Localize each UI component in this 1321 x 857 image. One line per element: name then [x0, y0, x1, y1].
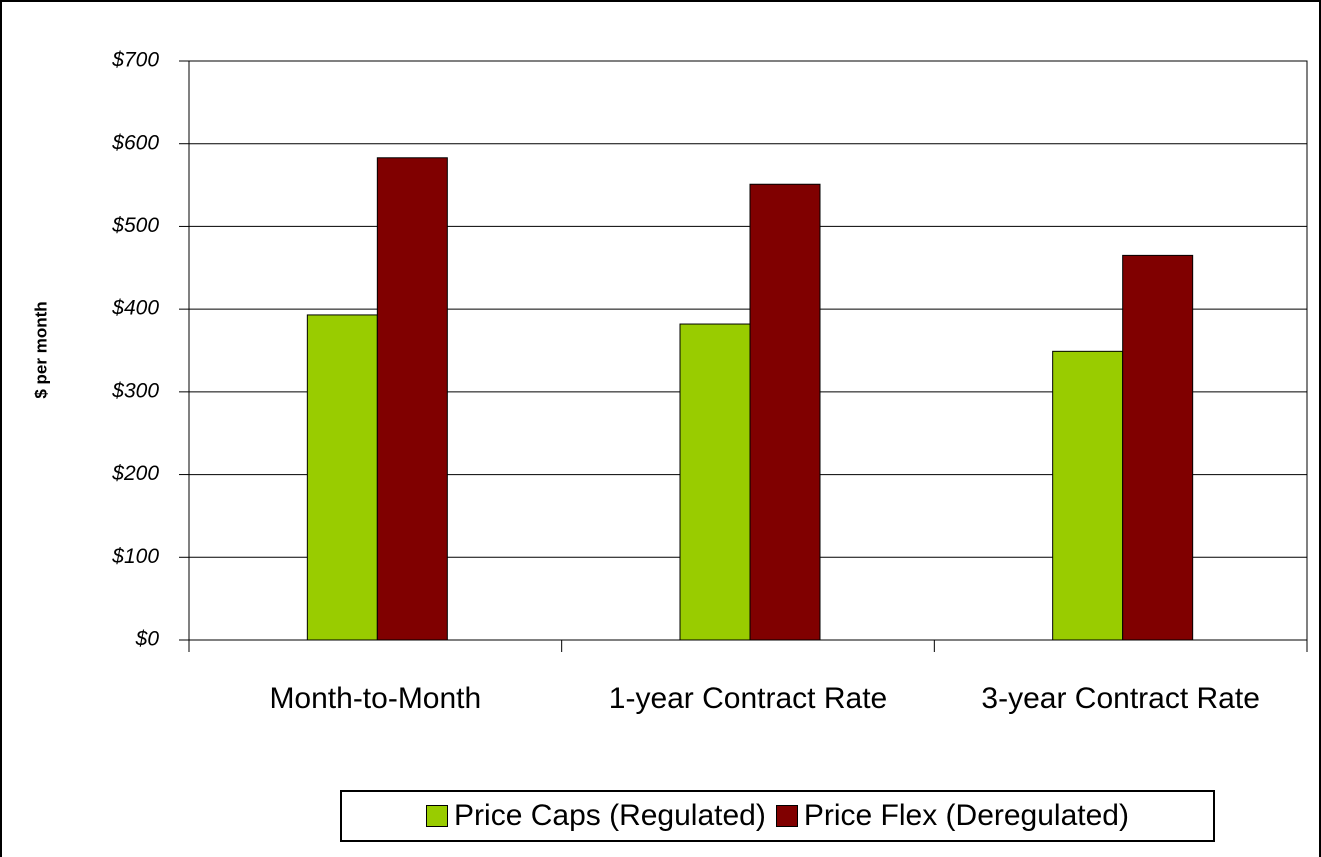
y-tick-label: $600 [111, 131, 159, 154]
bar [1052, 350, 1124, 641]
y-tick-label: $300 [111, 379, 159, 402]
legend: Price Caps (Regulated) Price Flex (Deregu… [340, 790, 1215, 842]
y-tick-label: $200 [111, 462, 159, 485]
legend-item: Price Caps (Regulated) [426, 799, 766, 833]
bar [1122, 254, 1194, 641]
y-tick-label: $700 [111, 49, 159, 72]
bar [679, 323, 751, 641]
y-tick-label: $0 [135, 628, 160, 651]
y-tick-label: $500 [111, 214, 159, 237]
bar [306, 314, 378, 641]
legend-swatch [775, 805, 798, 827]
legend-swatch [426, 805, 449, 827]
y-axis-title: $ per month [31, 301, 50, 398]
y-tick-label: $400 [111, 297, 159, 320]
y-tick-label: $100 [111, 545, 159, 568]
legend-label: Price Caps (Regulated) [454, 799, 766, 832]
legend-label: Price Flex (Deregulated) [803, 799, 1129, 832]
x-tick-label: Month-to-Month [269, 682, 482, 715]
x-tick-label: 1-year Contract Rate [608, 682, 888, 715]
bar [376, 157, 448, 641]
bar [749, 183, 821, 641]
x-tick-label: 3-year Contract Rate [981, 682, 1260, 715]
legend-item: Price Flex (Deregulated) [775, 799, 1129, 833]
